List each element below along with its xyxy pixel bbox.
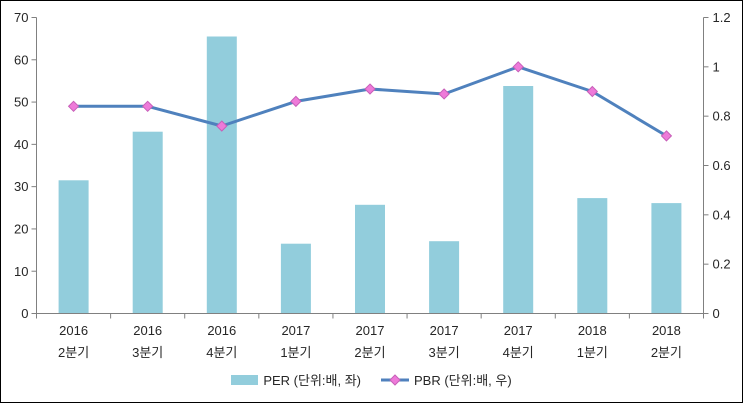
right-axis-tick-label: 1 [713, 59, 720, 74]
x-axis-label-year: 2017 [281, 323, 310, 338]
x-axis-label-year: 2018 [652, 323, 681, 338]
left-axis-tick-label: 10 [14, 264, 28, 279]
right-axis-tick-label: 0.4 [713, 207, 731, 222]
x-axis-label-year: 2017 [430, 323, 459, 338]
x-axis-label-year: 2017 [504, 323, 533, 338]
x-axis-label-year: 2017 [356, 323, 385, 338]
left-axis-tick-label: 30 [14, 179, 28, 194]
per-bar [503, 86, 534, 314]
per-bar [651, 203, 682, 314]
left-axis-tick-label: 70 [14, 10, 28, 25]
right-axis-tick-label: 0.6 [713, 158, 731, 173]
pbr-marker [660, 130, 673, 142]
pbr-marker [67, 100, 80, 113]
per-bar [355, 204, 385, 314]
legend-item-pbr: PBR (단위:배, 우) [381, 370, 512, 389]
left-axis-tick-label: 60 [14, 52, 28, 67]
pbr-marker [141, 100, 154, 113]
legend-item-per: PER (단위:배, 좌) [231, 370, 361, 389]
pbr-marker [216, 120, 228, 132]
per-bar [132, 131, 163, 314]
x-axis-label-year: 2016 [133, 323, 162, 338]
per-bar-swatch-icon [231, 374, 259, 385]
pbr-marker [512, 61, 524, 73]
x-axis-label-quarter: 1분기 [577, 345, 608, 360]
per-bar [206, 36, 237, 314]
pbr-marker [290, 95, 302, 108]
x-axis-label-quarter: 1분기 [280, 345, 311, 360]
x-axis-label-quarter: 2분기 [651, 345, 682, 360]
right-axis-tick-label: 1.2 [713, 10, 731, 25]
left-axis-tick-label: 50 [14, 95, 28, 110]
right-axis-tick-label: 0.2 [713, 257, 731, 272]
per-bar [577, 198, 608, 314]
x-axis-label-year: 2018 [578, 323, 607, 338]
per-bar [58, 180, 89, 314]
x-axis-label-year: 2016 [59, 323, 88, 338]
per-bar [280, 243, 311, 314]
left-axis-tick-label: 40 [14, 137, 28, 152]
right-axis-tick-label: 0 [713, 306, 720, 321]
pbr-marker [438, 88, 450, 100]
x-axis-label-quarter: 2분기 [354, 345, 385, 360]
pbr-line [72, 65, 668, 138]
x-axis-label-quarter: 4분기 [206, 345, 237, 360]
left-axis-tick-label: 0 [21, 306, 28, 321]
x-axis-label-quarter: 2분기 [58, 345, 89, 360]
chart-legend: PER (단위:배, 좌) PBR (단위:배, 우) [1, 370, 742, 389]
per-bar [429, 241, 460, 314]
right-axis-tick-label: 0.8 [713, 109, 731, 124]
pbr-marker [586, 85, 599, 98]
x-axis-label-quarter: 4분기 [503, 345, 534, 360]
x-axis-label-quarter: 3분기 [429, 345, 460, 360]
pbr-marker [364, 83, 376, 95]
legend-pbr-label: PBR (단위:배, 우) [414, 373, 512, 388]
legend-per-label: PER (단위:배, 좌) [263, 373, 361, 388]
pbr-line-swatch-icon [381, 373, 409, 386]
x-axis-label-quarter: 3분기 [132, 345, 163, 360]
x-axis-label-year: 2016 [207, 323, 236, 338]
left-axis-tick-label: 20 [14, 221, 28, 236]
